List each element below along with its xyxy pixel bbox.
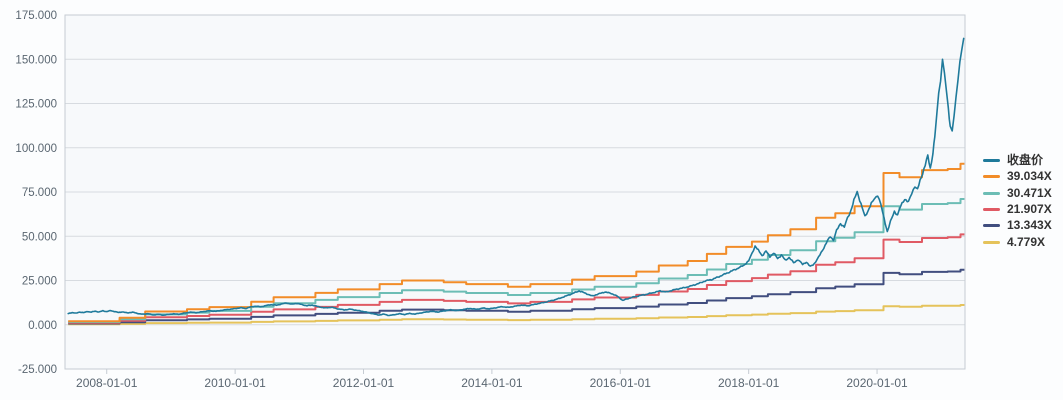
legend-item-21-907x[interactable]: 21.907X: [983, 203, 1052, 216]
legend-swatch-icon: [983, 159, 1000, 163]
legend-label: 收盘价: [1007, 153, 1044, 168]
x-axis-label: 2008-01-01: [76, 376, 138, 390]
legend-item-13-343x[interactable]: 13.343X: [983, 219, 1052, 232]
y-axis-label: 50.000: [22, 231, 57, 243]
x-axis-label: 2012-01-01: [333, 376, 395, 390]
band-21-907x-line: [68, 233, 965, 324]
x-axis-label: 2014-01-01: [461, 376, 523, 390]
legend: 收盘价 39.034X 30.471X 21.907X 13.343X 4.779X: [983, 154, 1052, 249]
legend-swatch-icon: [983, 175, 1000, 179]
y-axis-label: 150.000: [15, 54, 57, 66]
legend-item-4-779x[interactable]: 4.779X: [983, 235, 1052, 248]
y-axis-label: 0.000: [28, 320, 57, 332]
legend-label: 13.343X: [1007, 218, 1052, 233]
legend-label: 30.471X: [1007, 185, 1052, 200]
y-axis-label: -25.000: [18, 364, 57, 376]
band-30-471x-line: [68, 198, 965, 323]
legend-item-39-034x[interactable]: 39.034X: [983, 170, 1052, 183]
band-39-034x-line: [68, 162, 965, 323]
legend-item-close[interactable]: 收盘价: [983, 154, 1052, 167]
x-axis-label: 2020-01-01: [846, 376, 908, 390]
x-axis-label: 2010-01-01: [204, 376, 266, 390]
y-axis-label: 125.000: [15, 99, 57, 111]
legend-swatch-icon: [983, 224, 1000, 228]
legend-label: 39.034X: [1007, 169, 1052, 184]
close-price-line: [67, 37, 965, 317]
legend-swatch-icon: [983, 191, 1000, 195]
x-axis-label: 2016-01-01: [590, 376, 652, 390]
plot-border: [64, 14, 966, 370]
legend-label: 21.907X: [1007, 202, 1052, 217]
legend-swatch-icon: [983, 240, 1000, 244]
y-axis-label: 175.000: [15, 10, 57, 22]
y-axis-label: 75.000: [22, 187, 57, 199]
x-axis-label: 2018-01-01: [718, 376, 780, 390]
band-13-343x-line: [68, 268, 965, 325]
band-4-779x-line: [68, 304, 965, 326]
legend-swatch-icon: [983, 208, 1000, 212]
y-axis-label: 100.000: [15, 143, 57, 155]
legend-label: 4.779X: [1007, 234, 1046, 249]
y-axis-label: 25.000: [22, 276, 57, 288]
legend-item-30-471x[interactable]: 30.471X: [983, 185, 1052, 200]
